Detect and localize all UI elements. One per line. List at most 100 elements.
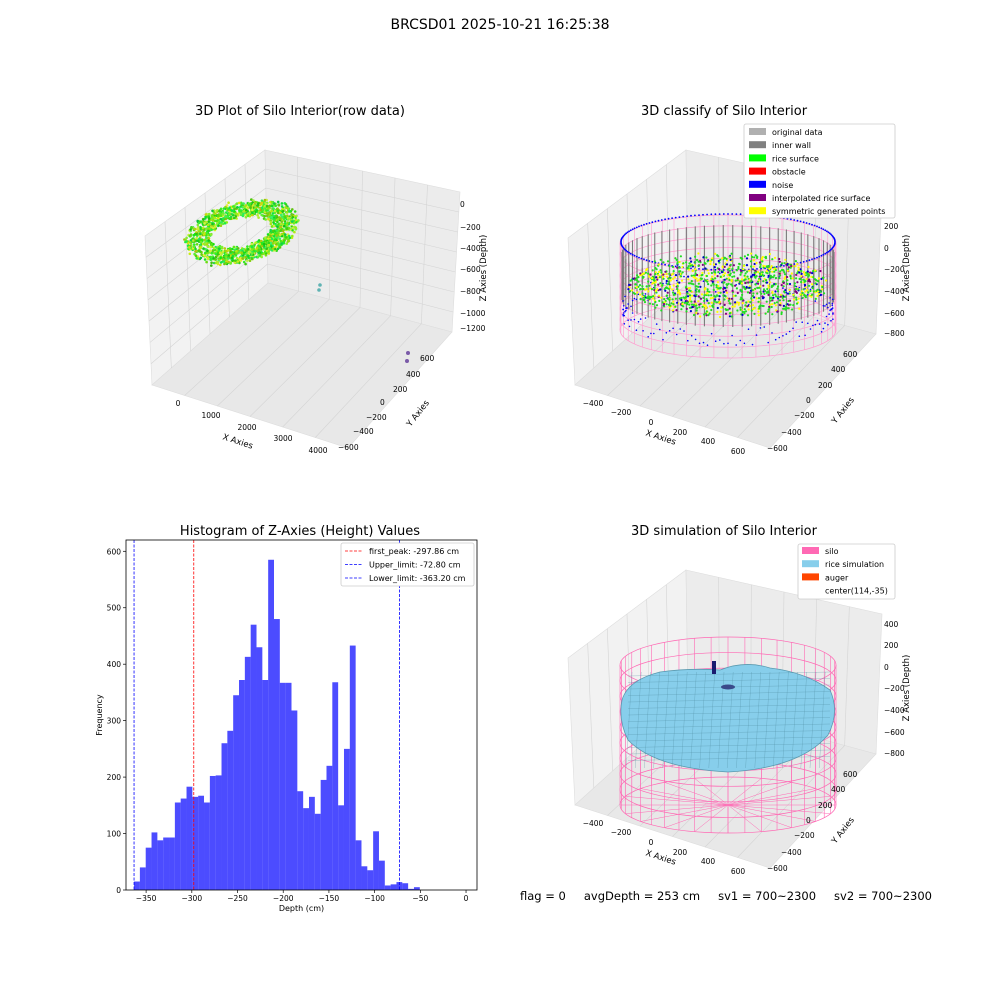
surface-point — [739, 273, 742, 276]
surface-point — [795, 298, 798, 301]
grid-line — [266, 225, 456, 273]
surface-point — [636, 291, 639, 294]
data-point — [260, 210, 264, 214]
y-tick-label: 200 — [818, 801, 833, 810]
data-point — [195, 257, 198, 260]
data-point — [237, 201, 241, 205]
surface-point — [751, 273, 754, 276]
data-point — [265, 209, 269, 212]
surface-point — [723, 272, 727, 275]
surface-point — [735, 269, 739, 272]
surface-point — [795, 287, 798, 291]
histogram-bar — [180, 798, 187, 890]
surface-point — [685, 301, 689, 304]
surface-point — [733, 271, 736, 274]
surface-point — [787, 307, 790, 310]
surface-point — [725, 283, 728, 286]
histogram-bar — [274, 619, 280, 890]
surface-point — [729, 258, 732, 261]
surface-point — [752, 308, 755, 311]
legend: original data inner wall rice surface obsta… — [743, 123, 896, 219]
mesh-line — [627, 710, 831, 716]
surface-point — [768, 277, 771, 280]
data-point — [221, 217, 225, 220]
x-tick-label: −50 — [412, 894, 428, 903]
surface-point — [804, 286, 807, 289]
surface-point — [717, 291, 720, 294]
histogram-bar — [338, 805, 344, 890]
data-point — [207, 215, 211, 218]
histogram-bar — [244, 656, 251, 890]
surface-point — [690, 300, 693, 303]
data-point — [219, 207, 223, 211]
noise-point — [830, 319, 832, 322]
data-point — [273, 238, 277, 241]
histogram-bar — [309, 796, 315, 890]
noise-point — [743, 342, 746, 345]
surface-point — [628, 286, 631, 289]
x-tick-label: −200 — [273, 894, 294, 903]
surface-point — [719, 291, 722, 294]
surface-point — [737, 267, 740, 270]
noise-point — [783, 265, 785, 267]
raw-point-cloud — [183, 198, 300, 267]
data-point — [209, 258, 213, 261]
z-tick-label: −200 — [460, 223, 481, 232]
surface-point — [648, 284, 651, 287]
legend-frame — [340, 542, 475, 587]
histogram-bar — [227, 730, 234, 890]
surface-point — [767, 274, 770, 277]
surface-point — [767, 291, 770, 294]
surface-point — [731, 267, 734, 270]
data-point — [288, 236, 292, 240]
surface-point — [798, 277, 801, 280]
grid-line — [421, 184, 428, 324]
surface-point — [722, 273, 725, 276]
data-point — [274, 204, 278, 208]
surface-point — [805, 277, 808, 281]
x-tick-label: 0 — [176, 399, 181, 408]
noise-point — [629, 229, 632, 232]
data-point — [236, 206, 239, 209]
y-tick-label: 600 — [107, 547, 122, 556]
z-tick-label: −600 — [884, 728, 905, 737]
surface-point — [751, 255, 754, 259]
noise-point — [687, 339, 689, 342]
noise-point — [635, 298, 638, 301]
noise-point — [727, 213, 729, 215]
surface-point — [663, 298, 666, 301]
surface-point — [739, 306, 742, 309]
data-point — [279, 239, 283, 243]
data-point — [269, 228, 273, 232]
data-point — [192, 233, 196, 237]
data-point — [257, 251, 261, 255]
data-point — [211, 222, 214, 226]
data-point — [224, 253, 228, 257]
grid-line — [184, 290, 299, 396]
data-point — [214, 258, 217, 261]
noise-point — [651, 221, 654, 224]
surface-point — [771, 284, 774, 287]
surface-point — [741, 293, 744, 296]
z-tick-label: −800 — [884, 749, 905, 758]
data-point — [275, 236, 279, 240]
surface-point — [657, 263, 660, 266]
data-point — [198, 247, 202, 250]
noise-point — [638, 225, 640, 228]
surface-point — [802, 271, 805, 274]
surface-point — [751, 294, 755, 298]
data-point — [238, 206, 241, 209]
noise-point — [622, 305, 625, 307]
surface-point — [775, 301, 779, 304]
noise-point — [792, 327, 794, 330]
noise-point — [799, 261, 802, 264]
data-point — [255, 246, 259, 249]
histogram-bar — [355, 840, 362, 890]
noise-point — [627, 303, 629, 305]
data-point — [279, 225, 282, 229]
data-point — [246, 254, 250, 257]
x-tick-label: 400 — [701, 437, 716, 446]
y-axis-label: Frequency — [95, 694, 104, 736]
surface-point — [779, 274, 782, 277]
x-tick-label: 200 — [673, 428, 688, 437]
